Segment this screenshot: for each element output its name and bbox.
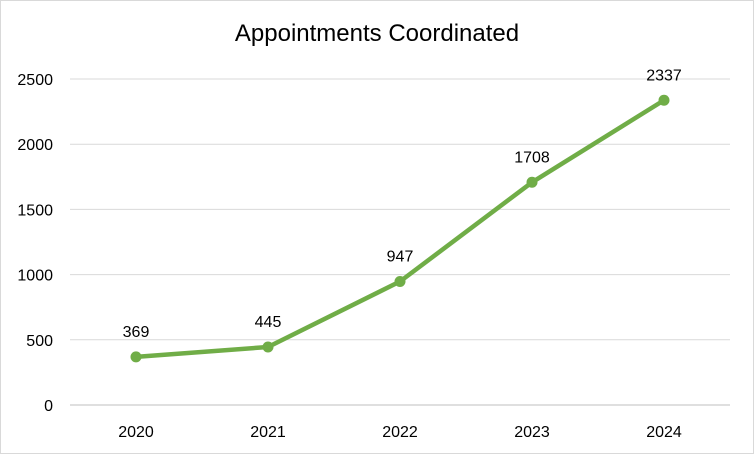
x-tick-label: 2021 xyxy=(250,424,286,441)
y-tick-label: 1500 xyxy=(17,202,53,219)
y-tick-label: 0 xyxy=(44,398,53,415)
x-axis-ticks: 2020 2021 2022 2023 2024 xyxy=(118,424,682,441)
series-layer xyxy=(130,94,670,363)
y-tick-label: 2000 xyxy=(17,137,53,154)
data-point xyxy=(262,341,274,353)
data-label: 2337 xyxy=(646,67,682,84)
x-tick-label: 2020 xyxy=(118,424,154,441)
x-tick-label: 2022 xyxy=(382,424,418,441)
y-tick-label: 500 xyxy=(26,333,53,350)
gridlines xyxy=(70,78,730,406)
data-point xyxy=(658,94,670,106)
data-point xyxy=(130,351,142,363)
y-tick-label: 2500 xyxy=(17,72,53,89)
data-label: 369 xyxy=(123,324,150,341)
y-axis-ticks: 0 500 1000 1500 2000 2500 xyxy=(17,72,53,415)
data-labels: 369 445 947 1708 2337 xyxy=(123,67,682,341)
x-tick-label: 2023 xyxy=(514,424,550,441)
data-point xyxy=(394,276,406,288)
data-point xyxy=(526,176,538,188)
series-line xyxy=(133,98,667,360)
data-label: 1708 xyxy=(514,149,550,166)
data-label: 947 xyxy=(387,249,414,266)
data-label: 445 xyxy=(255,314,282,331)
chart-title: Appointments Coordinated xyxy=(234,20,520,47)
y-tick-label: 1000 xyxy=(17,268,53,285)
x-tick-label: 2024 xyxy=(646,424,682,441)
